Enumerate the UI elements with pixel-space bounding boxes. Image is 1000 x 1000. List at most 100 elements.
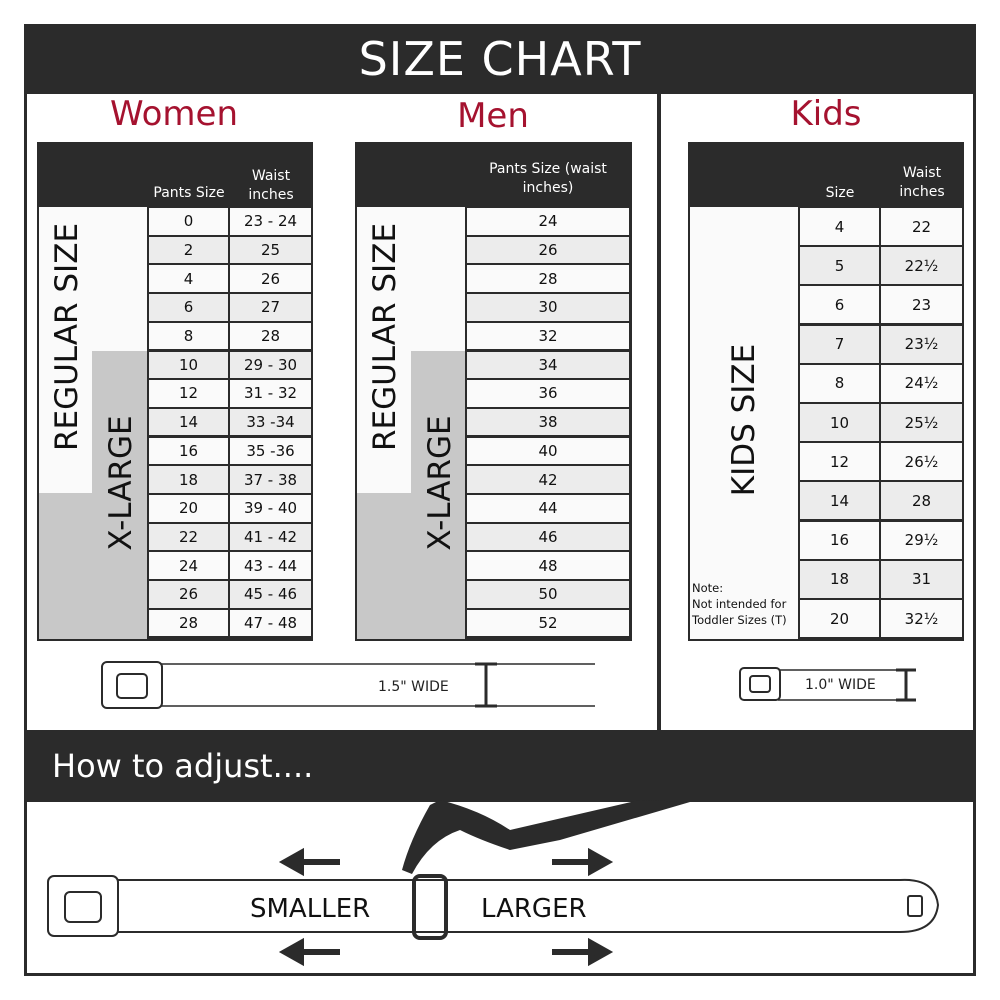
men-regular-label: REGULAR SIZE [367,222,403,452]
kids-note: Note: Not intended for Toddler Sizes (T) [692,580,787,628]
men-pants-size-cell: 34 [467,351,629,378]
women-waist-cell: 23 - 24 [230,208,311,235]
kids-waist-cell: 23 [881,286,962,324]
women-pants-size-cell: 2 [149,236,228,264]
arrow-right-icon [552,847,614,877]
page-title: SIZE CHART [24,24,976,94]
men-pants-size-cell: 52 [467,609,629,637]
women-pants-size-cell: 6 [149,294,228,321]
kids-size-cell: 20 [800,600,879,637]
women-waist-cell: 37 - 38 [230,466,311,493]
kids-waist-cell: 28 [881,482,962,520]
women-pants-size-cell: 0 [149,208,228,235]
kids-waist-cell: 25½ [881,404,962,441]
kids-waist-cell: 22½ [881,247,962,285]
belt-icon [47,874,940,940]
women-xlarge-label: X-LARGE [103,415,139,551]
kids-size-cell: 16 [800,521,879,559]
kids-size-cell: 7 [800,325,879,363]
kids-size-cell: 6 [800,286,879,324]
women-pants-size-cell: 14 [149,408,228,436]
women-waist-cell: 31 - 32 [230,380,311,407]
women-waist-cell: 47 - 48 [230,609,311,637]
women-heading: Women [109,94,238,134]
men-heading: Men [457,96,529,136]
women-pants-size-cell: 28 [149,609,228,637]
hand-icon [402,800,690,874]
arrow-left-icon [278,847,340,877]
note-line-2: Toddler Sizes (T) [692,613,787,627]
women-waist-cell: 26 [230,265,311,292]
kids-size-cell: 10 [800,404,879,441]
belt-icon [739,667,916,702]
women-col-waist: Waist inches [248,168,294,203]
women-waist-cell: 39 - 40 [230,495,311,522]
kids-size-cell: 12 [800,443,879,481]
women-waist-cell: 33 -34 [230,408,311,436]
kids-waist-cell: 29½ [881,521,962,559]
men-table: Pants Size (waist inches) REGULAR SIZE X… [355,142,632,641]
women-pants-size-cell: 20 [149,495,228,522]
belt-icon [101,661,595,709]
kids-belt-diagram: 1.0" WIDE [738,666,923,710]
divider [657,93,661,733]
arrow-left-icon-2 [278,937,340,967]
men-pants-size-cell: 36 [467,380,629,407]
men-pants-size-cell: 26 [467,236,629,264]
women-pants-size-cell: 16 [149,437,228,465]
kids-waist-cell: 31 [881,560,962,598]
men-pants-size-cell: 40 [467,437,629,465]
women-pants-size-cell: 12 [149,380,228,407]
women-waist-cell: 25 [230,236,311,264]
women-waist-cell: 41 - 42 [230,523,311,551]
kids-col-waist: Waist inches [899,165,945,200]
men-xlarge-label: X-LARGE [422,415,458,551]
arrow-right-icon-2 [552,937,614,967]
men-pants-size-cell: 50 [467,581,629,608]
kids-col-size: Size [825,185,855,201]
women-pants-size-cell: 24 [149,552,228,579]
women-pants-size-cell: 26 [149,581,228,608]
kids-waist-cell: 22 [881,208,962,245]
kids-size-cell: 8 [800,364,879,402]
kids-size-cell: 5 [800,247,879,285]
women-belt-diagram: 1.5" WIDE [100,660,600,714]
women-waist-cell: 27 [230,294,311,321]
women-pants-size-cell: 22 [149,523,228,551]
kids-waist-cell: 23½ [881,325,962,363]
adjust-diagram [47,800,940,967]
women-col-pants: Pants Size [153,185,225,201]
men-pants-size-cell: 44 [467,495,629,522]
men-pants-size-cell: 38 [467,408,629,436]
note-line-1: Not intended for [692,597,787,611]
kids-waist-cell: 26½ [881,443,962,481]
kids-heading: Kids [790,94,862,134]
kids-waist-cell: 24½ [881,364,962,402]
women-waist-cell: 45 - 46 [230,581,311,608]
smaller-label: SMALLER [250,894,371,924]
men-pants-size-cell: 48 [467,552,629,579]
men-pants-size-cell: 32 [467,322,629,350]
men-pants-size-cell: 46 [467,523,629,551]
kids-size-label: KIDS SIZE [726,343,762,497]
men-pants-size-cell: 28 [467,265,629,292]
women-waist-cell: 29 - 30 [230,351,311,378]
kids-size-cell: 18 [800,560,879,598]
adjust-heading: How to adjust.... [24,730,976,802]
women-regular-label: REGULAR SIZE [49,222,85,452]
kids-table: Size Waist inches KIDS SIZE Note: Not in… [688,142,964,641]
men-xlarge-area-lower [357,493,465,639]
kids-label-area [690,207,798,639]
women-xlarge-area-lower [39,493,147,639]
kids-width-label: 1.0" WIDE [805,677,876,693]
women-waist-cell: 28 [230,322,311,350]
women-waist-cell: 43 - 44 [230,552,311,579]
men-col-pants: Pants Size (waist inches) [489,161,607,196]
men-pants-size-cell: 42 [467,466,629,493]
women-waist-cell: 35 -36 [230,437,311,465]
men-pants-size-cell: 30 [467,294,629,321]
women-pants-size-cell: 8 [149,322,228,350]
men-pants-size-cell: 24 [467,208,629,235]
note-title: Note: [692,581,724,595]
women-pants-size-cell: 18 [149,466,228,493]
